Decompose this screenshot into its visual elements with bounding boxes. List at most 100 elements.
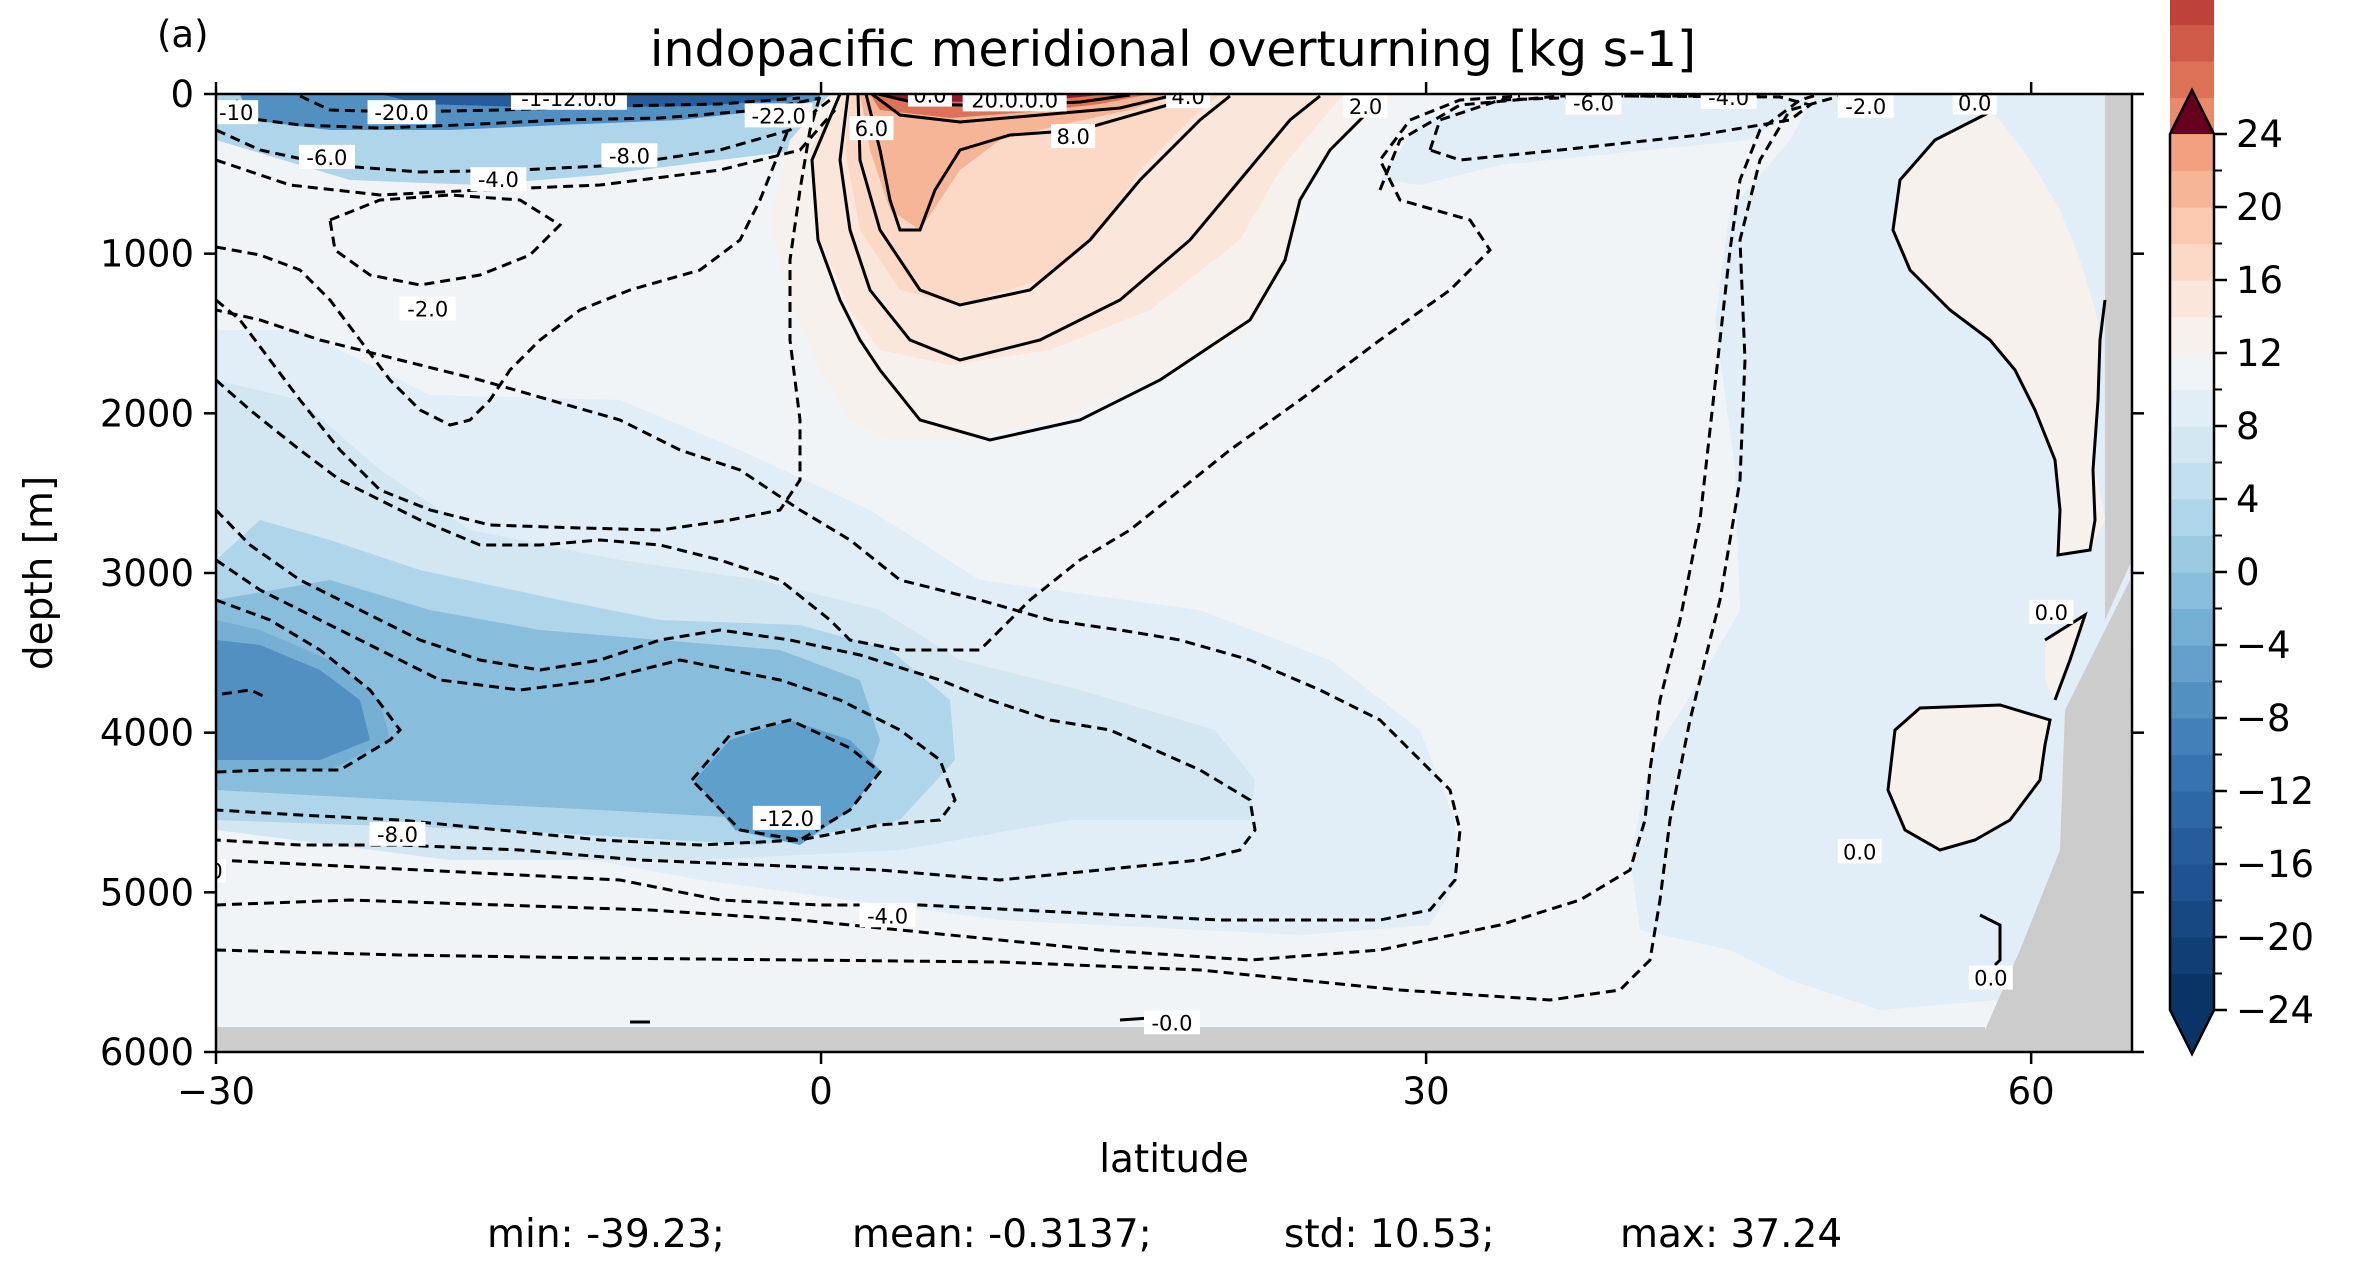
colorbar-segment <box>2170 973 2214 1011</box>
contour-label: 8.0 <box>1056 125 1089 149</box>
contour-label-bg <box>962 94 1067 112</box>
contour-label-bg <box>1968 965 2013 990</box>
contour-label: 2.0 <box>1349 95 1382 119</box>
colorbar-segment <box>2170 718 2214 756</box>
contour-line <box>221 688 269 700</box>
colorbar-segment <box>2170 608 2214 646</box>
colorbar-segment <box>2170 353 2214 391</box>
x-axis: −30 0 30 60 <box>177 82 2055 1113</box>
y-tick-label: 4000 <box>100 712 194 755</box>
colorbar-tick-label: −24 <box>2236 989 2314 1032</box>
colorbar-segment <box>2170 499 2214 537</box>
contour-line <box>810 94 1382 442</box>
colorbar-tick-label: 20 <box>2236 186 2283 229</box>
contour-label: 0.0 <box>1974 967 2007 991</box>
contour-labels: -10 -20.0 -1-12.0.0 -22.0 -6.0 -8.0 -4.0 -2.0 6.… <box>216 86 2074 1035</box>
contour-line <box>216 99 802 427</box>
colorbar-segment <box>2170 170 2214 208</box>
contour-label-bg <box>907 94 952 107</box>
contour-label: -1-12.0.0 <box>521 87 616 111</box>
colorbar-tick-label: −8 <box>2236 697 2291 740</box>
contour-label: -8.0 <box>377 823 418 847</box>
contour-label: -8.0 <box>609 144 650 168</box>
contour-line <box>216 94 1521 652</box>
contour-label-bg <box>752 805 821 830</box>
contour-label-bg <box>1837 839 1882 864</box>
contour-label-bg <box>369 821 426 846</box>
contour-label: -20.0 <box>374 101 428 125</box>
colorbar-segment <box>2170 0 2214 26</box>
contour-line <box>328 193 563 287</box>
colorbar-tick-label: 0 <box>2236 551 2260 594</box>
region-small-patch <box>2045 615 2085 700</box>
contour-label: -12.0 <box>760 807 814 831</box>
colorbar-segment <box>2170 864 2214 902</box>
contour-label: 20.0.0.0 <box>971 88 1058 112</box>
colorbar-segment <box>2170 791 2214 829</box>
contour-label: -10 <box>219 101 253 125</box>
contour-line <box>216 94 1841 1002</box>
contour-line <box>1378 94 1760 191</box>
colorbar-segment <box>2170 316 2214 354</box>
colorbar-extend-min <box>2170 1010 2214 1054</box>
colorbar-tick-label: 12 <box>2236 332 2283 375</box>
contour-line <box>871 94 1171 124</box>
y-tick-label: 2000 <box>100 392 194 435</box>
contour-line <box>1979 913 2002 967</box>
colorbar-segment <box>2170 426 2214 464</box>
colorbar-segment <box>2170 462 2214 500</box>
panel-label: (a) <box>157 13 209 56</box>
colorbar-segment <box>2170 24 2214 62</box>
colorbar-segment <box>2170 535 2214 573</box>
contour-line <box>216 558 957 847</box>
colorbar-segment <box>2170 681 2214 719</box>
contour-label-bg <box>470 167 527 192</box>
contour-label: -2.0 <box>1845 95 1886 119</box>
contour-label-bg <box>2029 599 2074 624</box>
colorbar-tick-label: −12 <box>2236 770 2314 813</box>
contour-line <box>216 308 1462 922</box>
region-positive-cell-6 <box>860 94 1180 230</box>
contour-label: 0.0 <box>1958 92 1991 116</box>
contour-label-bg <box>1952 94 1997 115</box>
contour-label: -4.0 <box>1708 86 1749 110</box>
colorbar-tick-label: 4 <box>2236 478 2260 521</box>
contour-line <box>838 94 1321 362</box>
contour-line <box>1891 110 2107 557</box>
contour-label-bg <box>367 100 436 125</box>
y-axis-label: depth [m] <box>17 476 62 670</box>
colorbar-segment <box>2170 827 2214 865</box>
contour-label-bg <box>601 143 658 168</box>
region-upper-cell-2 <box>1380 96 1810 185</box>
contour-label: -4.0 <box>867 904 908 928</box>
colorbar-segment <box>2170 572 2214 610</box>
y-tick-label: 3000 <box>100 552 194 595</box>
contour-label-bg <box>1051 124 1096 149</box>
contour-label-bg <box>1565 94 1622 115</box>
colorbar-segment <box>2170 280 2214 318</box>
contour-line <box>299 94 801 114</box>
x-tick-label: 60 <box>2008 1070 2055 1113</box>
colorbar-segment <box>2170 900 2214 938</box>
contour-line <box>1428 94 1814 162</box>
contour-label-bg <box>744 103 813 128</box>
stat-max: max: 37.24 <box>1620 1212 1843 1257</box>
colorbar-tick-label: −4 <box>2236 624 2291 667</box>
contour-line <box>856 94 1231 307</box>
contour-label-bg <box>859 903 916 928</box>
colorbar-segment <box>2170 134 2214 172</box>
contour-label-bg <box>1837 94 1894 118</box>
contour-label-bg <box>510 94 627 110</box>
chart-title: indopacific meridional overturning [kg s… <box>650 21 1696 78</box>
colorbar-tick-label: 16 <box>2236 259 2283 302</box>
contour-label: -22.0 <box>752 104 806 128</box>
stat-mean: mean: -0.3137; <box>852 1212 1152 1257</box>
contour-line <box>1886 703 2052 852</box>
contour-label-bg <box>216 858 226 883</box>
region-northern-patch <box>1893 112 2105 555</box>
contour-label-bg <box>1143 1010 1200 1035</box>
contour-line <box>216 109 837 197</box>
contour-line <box>216 95 822 532</box>
contour-line <box>2044 611 2088 701</box>
colorbar-segment <box>2170 937 2214 975</box>
